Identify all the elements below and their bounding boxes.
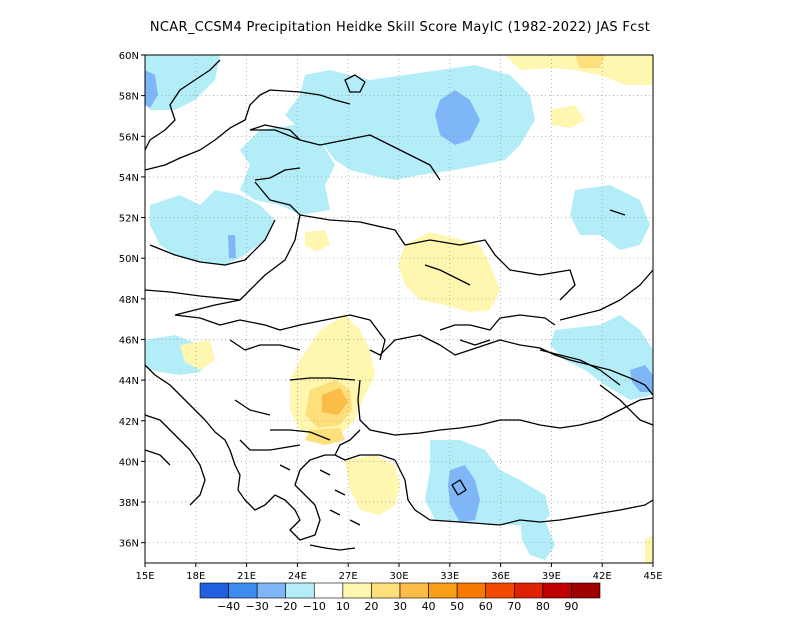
colorbar-label: 20 (364, 600, 378, 613)
colorbar-label: 30 (393, 600, 407, 613)
aegean-islands (279, 464, 361, 551)
colorbar-swatch (313, 582, 344, 599)
shade-central-russia (285, 65, 535, 180)
colorbar-swatch (256, 582, 287, 599)
lon-tick-label: 33E (440, 571, 459, 582)
shade-belarus-core (228, 235, 236, 258)
lon-tick-label: 24E (288, 571, 307, 582)
shade-cyprus-east (520, 520, 555, 560)
lat-tick-label: 46N (119, 335, 139, 346)
lat-tick-label: 40N (119, 457, 139, 468)
lon-tick-label: 15E (135, 571, 154, 582)
colorbar-label: −10 (303, 600, 326, 613)
colorbar-swatch (513, 582, 544, 599)
colorbar-label: 70 (507, 600, 521, 613)
lat-tick-label: 56N (119, 132, 139, 143)
colorbar-label: 50 (450, 600, 464, 613)
caucasus-borders (539, 269, 654, 426)
shade-caucasus-core (630, 365, 653, 392)
latitude-axis: 36N 38N 40N 42N 44N 46N 48N 50N 52N 54N 56N 58N 60N (119, 51, 145, 550)
black-sea-coast (369, 334, 654, 396)
gulf-of-finland (269, 89, 351, 105)
colorbar-label: 80 (536, 600, 550, 613)
lake-ladoga (344, 74, 366, 93)
lat-tick-label: 44N (119, 376, 139, 387)
lat-tick-label: 60N (119, 51, 139, 62)
lon-tick-label: 36E (491, 571, 510, 582)
colorbar-label: 60 (479, 600, 493, 613)
shade-north-east-small (550, 105, 585, 128)
colorbar-swatch (342, 582, 372, 599)
belarus-border (250, 129, 441, 246)
colorbar-swatch (285, 582, 315, 599)
colorbar-swatch (485, 582, 515, 599)
shade-northwest-core (145, 70, 158, 108)
lon-tick-label: 45E (643, 571, 662, 582)
colorbar-swatch (456, 582, 487, 599)
lat-tick-label: 54N (119, 173, 139, 184)
lon-tick-label: 39E (542, 571, 561, 582)
colorbar-label: −40 (217, 600, 240, 613)
colorbar-swatch (571, 582, 601, 599)
lat-tick-label: 50N (119, 254, 139, 265)
lat-tick-label: 48N (119, 295, 139, 306)
bosphorus-aegean (334, 429, 654, 526)
shade-kyiv-west (305, 230, 330, 252)
italy-coast (144, 414, 206, 506)
colorbar-label: 40 (422, 600, 436, 613)
colorbar-swatch (371, 582, 401, 599)
carpathian-borders (174, 314, 386, 361)
crimea (439, 314, 556, 346)
shade-greece-east (345, 455, 400, 515)
shade-south-east-edge (645, 535, 653, 563)
coastlines-borders (144, 59, 654, 551)
colorbar-swatch (228, 582, 258, 599)
colorbar-swatch (542, 582, 572, 599)
shade-top-east-core (575, 55, 605, 68)
longitude-axis: 15E 18E 21E 24E 27E 30E 33E 36E 39E 42E 45E (135, 563, 663, 582)
shade-northeast-core (435, 90, 480, 145)
poland-south-border (144, 219, 276, 301)
black-sea-south-coast (357, 379, 654, 436)
colorbar-label: 90 (564, 600, 578, 613)
colorbar-label: −20 (274, 600, 297, 613)
lat-tick-label: 52N (119, 214, 139, 225)
shade-pannonia-south (180, 340, 215, 370)
lon-tick-label: 30E (389, 571, 408, 582)
shade-bulgaria-peak (322, 388, 348, 415)
shade-ukraine-east (398, 232, 500, 312)
rivers-russia (424, 209, 626, 286)
shade-caucasus (550, 315, 653, 400)
lon-tick-label: 18E (186, 571, 205, 582)
lat-tick-label: 42N (119, 417, 139, 428)
colorbar-label: −30 (246, 600, 269, 613)
colorbar-swatch (428, 582, 458, 599)
shade-anatolia-core (448, 465, 480, 522)
shade-poland (150, 190, 275, 265)
colorbar-label: 10 (336, 600, 350, 613)
baltic-coast (144, 59, 301, 181)
lon-tick-label: 21E (237, 571, 256, 582)
lon-tick-label: 42E (593, 571, 612, 582)
lat-tick-label: 58N (119, 92, 139, 103)
colorbar-swatch (199, 582, 229, 599)
lat-tick-label: 38N (119, 498, 139, 509)
greece-coast (237, 454, 335, 541)
shade-top-east (505, 55, 653, 85)
colorbar-swatch (399, 582, 429, 599)
lat-tick-label: 36N (119, 539, 139, 550)
colorbar: −40 −30 −20 −10 10 20 30 40 50 60 70 80 90 (199, 582, 601, 613)
lon-tick-label: 27E (339, 571, 358, 582)
balkan-borders (234, 377, 356, 451)
shade-baltic-north (145, 55, 220, 110)
ukraine-border (174, 214, 576, 316)
shade-thrace (305, 428, 345, 445)
map-title: NCAR_CCSM4 Precipitation Heidke Skill Sc… (149, 20, 651, 35)
adriatic-coast (144, 364, 241, 491)
lake-turkey (451, 479, 467, 496)
